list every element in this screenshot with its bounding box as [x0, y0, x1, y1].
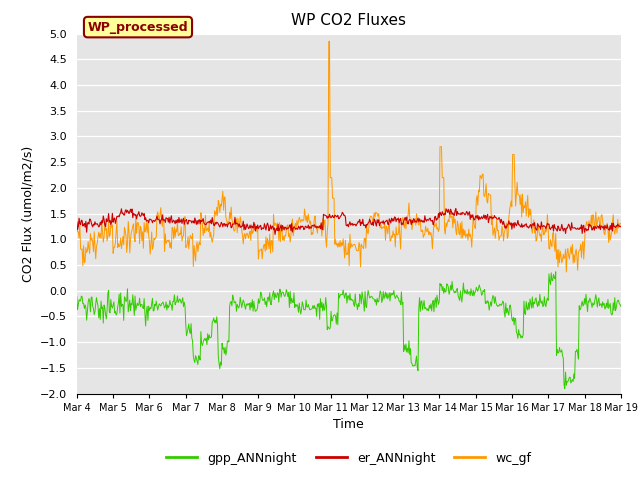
gpp_ANNnight — [561, 386, 569, 392]
er_ANNnight — [431, 214, 439, 219]
er_ANNnight — [271, 231, 279, 237]
gpp_ANNnight — [83, 317, 90, 323]
wc_gf — [416, 220, 424, 226]
gpp_ANNnight — [194, 361, 202, 367]
gpp_ANNnight — [223, 348, 230, 354]
Line: gpp_ANNnight: gpp_ANNnight — [77, 272, 621, 389]
wc_gf — [563, 269, 570, 275]
er_ANNnight — [617, 223, 625, 229]
gpp_ANNnight — [73, 293, 81, 299]
gpp_ANNnight — [431, 299, 438, 305]
er_ANNnight — [139, 211, 147, 217]
wc_gf — [617, 221, 625, 227]
Line: wc_gf: wc_gf — [77, 41, 621, 272]
wc_gf — [194, 249, 202, 254]
wc_gf — [73, 219, 81, 225]
er_ANNnight — [73, 219, 81, 225]
er_ANNnight — [194, 221, 202, 227]
wc_gf — [325, 38, 333, 44]
wc_gf — [431, 223, 439, 228]
wc_gf — [83, 250, 90, 255]
er_ANNnight — [416, 216, 424, 222]
wc_gf — [223, 216, 230, 222]
Text: WP_processed: WP_processed — [88, 21, 188, 34]
er_ANNnight — [452, 206, 460, 212]
gpp_ANNnight — [415, 306, 422, 312]
Line: er_ANNnight: er_ANNnight — [77, 209, 621, 234]
wc_gf — [139, 229, 147, 235]
gpp_ANNnight — [552, 269, 559, 275]
gpp_ANNnight — [617, 303, 625, 309]
Y-axis label: CO2 Flux (umol/m2/s): CO2 Flux (umol/m2/s) — [21, 145, 35, 282]
er_ANNnight — [83, 229, 90, 235]
X-axis label: Time: Time — [333, 418, 364, 431]
er_ANNnight — [223, 222, 230, 228]
Title: WP CO2 Fluxes: WP CO2 Fluxes — [291, 13, 406, 28]
Legend: gpp_ANNnight, er_ANNnight, wc_gf: gpp_ANNnight, er_ANNnight, wc_gf — [161, 447, 536, 469]
gpp_ANNnight — [139, 304, 147, 310]
